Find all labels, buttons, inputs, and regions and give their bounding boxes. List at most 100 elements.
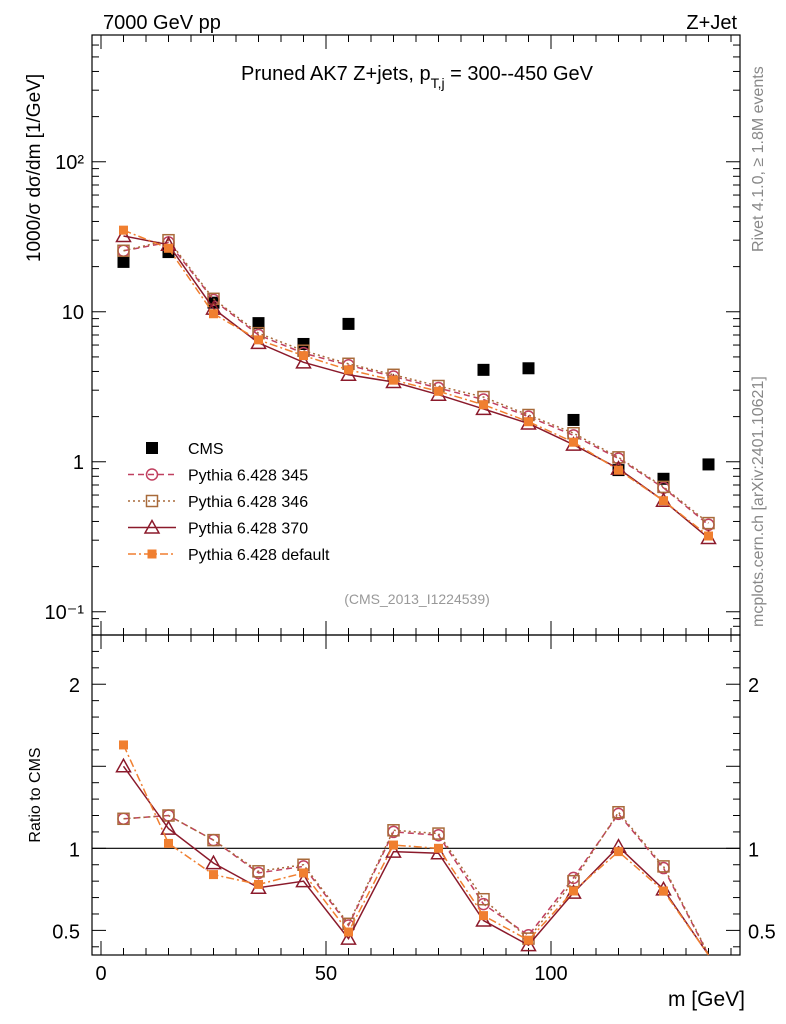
ratio-point xyxy=(205,854,222,870)
legend-marker xyxy=(147,549,157,559)
ratio-point xyxy=(209,870,218,880)
data-point xyxy=(702,516,715,530)
ratio-y-tick-label-right: 2 xyxy=(748,675,759,697)
y-tick-label: 10⁻¹ xyxy=(45,602,85,624)
data-point xyxy=(477,363,490,376)
ratio-series-pythia-6-428-346 xyxy=(117,805,710,955)
ratio-point xyxy=(344,927,353,937)
ratio-series-pythia-6-428-default xyxy=(119,740,710,956)
ratio-point xyxy=(299,868,308,878)
data-point xyxy=(569,437,578,447)
main-axes: 10⁻¹ 1 10 10² xyxy=(45,34,740,636)
main-title-rest: = 300--450 GeV xyxy=(445,63,594,85)
data-point xyxy=(479,400,488,410)
data-point xyxy=(252,317,265,330)
ratio-point xyxy=(432,827,445,840)
x-tick-label: 50 xyxy=(315,963,337,985)
main-series xyxy=(115,225,717,545)
ratio-point xyxy=(659,886,668,896)
legend-marker xyxy=(145,468,159,481)
data-point xyxy=(207,292,220,306)
ratio-point xyxy=(479,911,488,921)
ratio-point xyxy=(252,865,265,878)
ratio-y-tick-label-right: 0.5 xyxy=(748,921,776,943)
data-point xyxy=(434,386,443,396)
ratio-y-tick-label-right: 1 xyxy=(748,839,759,861)
ratio-plot-frame xyxy=(91,634,741,956)
mcplots-label: mcplots.cern.ch [arXiv:2401.10621] xyxy=(750,376,767,627)
main-title: Pruned AK7 Z+jets, pT,j = 300--450 GeV xyxy=(241,63,594,91)
data-point xyxy=(299,351,308,361)
data-point xyxy=(524,417,533,427)
data-point xyxy=(117,244,130,258)
ratio-point xyxy=(340,930,357,945)
y-tick-label: 1 xyxy=(73,452,84,474)
legend-label: Pythia 6.428 346 xyxy=(188,494,308,511)
data-point xyxy=(704,531,713,541)
header-left: 7000 GeV pp xyxy=(103,12,221,34)
data-point xyxy=(389,375,398,385)
data-point xyxy=(119,225,128,235)
x-tick-label: 0 xyxy=(95,963,106,985)
ratio-point xyxy=(115,757,132,773)
y-tick-label: 10² xyxy=(55,152,84,174)
ratio-point xyxy=(657,860,670,873)
x-axis-label: m [GeV] xyxy=(668,988,745,1011)
data-point xyxy=(567,413,580,426)
legend-marker xyxy=(143,518,161,534)
ratio-point xyxy=(477,892,490,906)
legend-label: CMS xyxy=(188,441,224,458)
ratio-y-tick-label: 1 xyxy=(69,839,80,861)
analysis-id: (CMS_2013_I1224539) xyxy=(344,591,490,607)
main-plot-frame xyxy=(91,34,741,636)
ratio-point xyxy=(434,843,443,853)
data-point xyxy=(342,317,355,330)
rivet-label: Rivet 4.1.0, ≥ 1.8M events xyxy=(750,66,767,252)
series-line xyxy=(123,229,709,537)
data-point xyxy=(115,227,132,243)
ratio-point xyxy=(524,935,533,945)
header-right: Z+Jet xyxy=(686,12,737,34)
legend-label: Pythia 6.428 345 xyxy=(188,468,308,485)
ratio-point xyxy=(160,820,177,835)
ratio-ylabel: Ratio to CMS xyxy=(27,747,44,842)
legend-entry: Pythia 6.428 370 xyxy=(128,518,308,538)
data-point xyxy=(164,243,173,253)
main-title-text: Pruned AK7 Z+jets, p xyxy=(241,63,431,85)
data-point xyxy=(344,365,353,375)
ratio-axes: 0.5 0.5 1 1 2 2 0 50 100 xyxy=(52,634,776,985)
data-point xyxy=(209,309,218,319)
legend-entry: Pythia 6.428 default xyxy=(128,547,330,564)
ratio-series-pythia-6-428-370 xyxy=(115,757,710,956)
ratio-line xyxy=(122,744,710,956)
ratio-line xyxy=(122,765,710,956)
series-line xyxy=(123,241,709,526)
legend-marker xyxy=(145,494,159,508)
series-pythia-6-428-345 xyxy=(117,236,715,532)
series-line xyxy=(123,239,709,524)
ratio-series-pythia-6-428-345 xyxy=(117,807,710,956)
series-pythia-6-428-default xyxy=(119,225,713,541)
ratio-point xyxy=(295,872,312,888)
series-line xyxy=(123,235,709,539)
ratio-point xyxy=(389,840,398,850)
legend-entry: CMS xyxy=(146,441,224,458)
x-tick-label: 100 xyxy=(534,963,567,985)
legend-label: Pythia 6.428 370 xyxy=(188,521,308,538)
data-point xyxy=(522,362,535,375)
data-point xyxy=(295,353,312,369)
legend-marker xyxy=(146,442,158,454)
ratio-point xyxy=(612,805,625,819)
data-point xyxy=(254,335,263,345)
legend-entry: Pythia 6.428 346 xyxy=(128,494,308,511)
ratio-point xyxy=(569,886,578,896)
data-point xyxy=(117,255,130,268)
ratio-point xyxy=(207,833,220,847)
main-ylabel: 1000/σ dσ/dm [1/GeV] xyxy=(24,74,45,262)
ratio-series xyxy=(115,740,710,956)
ratio-point xyxy=(387,824,400,837)
data-point xyxy=(702,458,715,471)
ratio-point xyxy=(164,838,173,848)
ratio-point xyxy=(117,812,130,826)
